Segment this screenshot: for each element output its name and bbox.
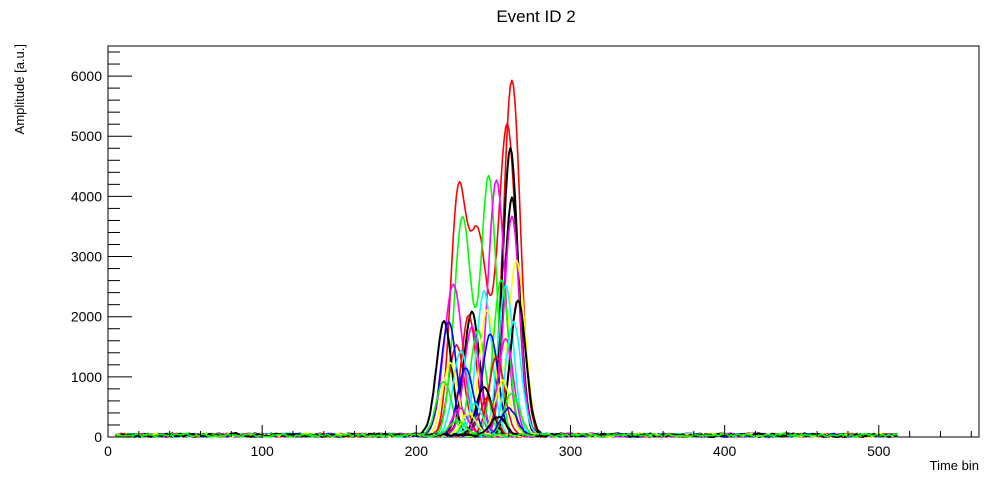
y-tick-label: 5000 xyxy=(71,128,102,144)
y-tick-label: 1000 xyxy=(71,369,102,385)
series-group xyxy=(115,79,898,438)
x-tick-label: 500 xyxy=(867,443,891,459)
y-tick-label: 0 xyxy=(94,429,102,445)
y-tick-label: 4000 xyxy=(71,188,102,204)
x-tick-label: 0 xyxy=(104,443,112,459)
x-axis-title: Time bin xyxy=(930,458,979,473)
y-axis-title: Amplitude [a.u.] xyxy=(12,44,27,134)
x-tick-label: 100 xyxy=(250,443,274,459)
y-tick-label: 6000 xyxy=(71,68,102,84)
y-tick-label: 2000 xyxy=(71,309,102,325)
x-tick-label: 300 xyxy=(559,443,583,459)
plot-frame xyxy=(107,45,980,438)
axis-ticks xyxy=(107,51,972,438)
x-tick-label: 400 xyxy=(713,443,737,459)
waveform-series-37 xyxy=(115,420,898,438)
x-tick-labels: 0 100 200 300 400 500 xyxy=(104,443,891,459)
y-tick-label: 3000 xyxy=(71,249,102,265)
y-tick-labels: 0 1000 2000 3000 4000 5000 6000 xyxy=(71,68,102,445)
chart-title: Event ID 2 xyxy=(496,7,575,26)
x-tick-label: 200 xyxy=(405,443,429,459)
